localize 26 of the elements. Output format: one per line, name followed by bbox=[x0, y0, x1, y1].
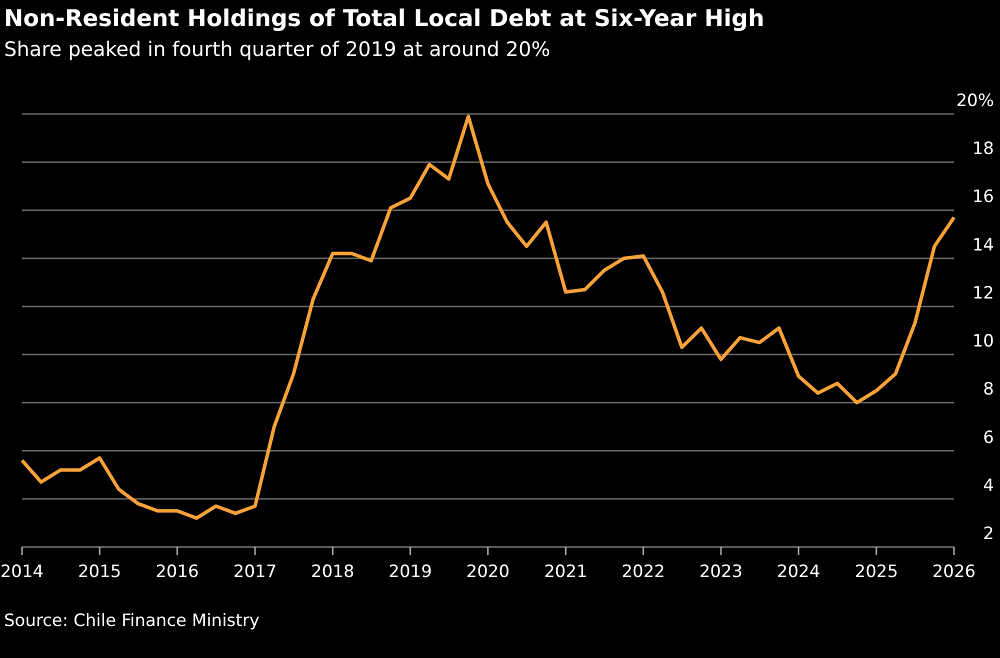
y-tick-label: 8 bbox=[983, 380, 994, 400]
y-tick-label: 10 bbox=[972, 332, 994, 352]
y-tick-label: 16 bbox=[972, 187, 994, 208]
x-tick-label: 2018 bbox=[311, 562, 354, 582]
y-tick-label: 18 bbox=[972, 139, 994, 160]
y-tick-label: 4 bbox=[983, 476, 994, 496]
y-tick-label: 12 bbox=[972, 283, 994, 304]
x-tick-label: 2016 bbox=[156, 562, 199, 582]
x-tick-label: 2014 bbox=[0, 562, 44, 582]
x-tick-label: 2024 bbox=[776, 562, 820, 582]
x-tick-label: 2015 bbox=[78, 562, 122, 582]
x-tick-label: 2026 bbox=[932, 562, 976, 582]
x-tick-label: 2020 bbox=[466, 562, 510, 582]
x-tick-label: 2021 bbox=[544, 562, 588, 582]
x-tick-label: 2022 bbox=[622, 562, 665, 582]
y-tick-label: 6 bbox=[983, 428, 994, 448]
chart-subtitle: Share peaked in fourth quarter of 2019 at around 20% bbox=[4, 37, 550, 61]
y-tick-label: 20% bbox=[956, 91, 994, 111]
source-note: Source: Chile Finance Ministry bbox=[4, 611, 260, 631]
x-tick-label: 2019 bbox=[388, 562, 432, 582]
x-tick-label: 2025 bbox=[854, 562, 898, 582]
x-tick-label: 2017 bbox=[233, 562, 277, 582]
x-tick-label: 2023 bbox=[699, 562, 743, 582]
y-tick-label: 14 bbox=[972, 235, 994, 256]
chart-title: Non-Resident Holdings of Total Local Debt at Six-Year High bbox=[4, 6, 764, 32]
y-tick-label: 2 bbox=[983, 524, 994, 544]
